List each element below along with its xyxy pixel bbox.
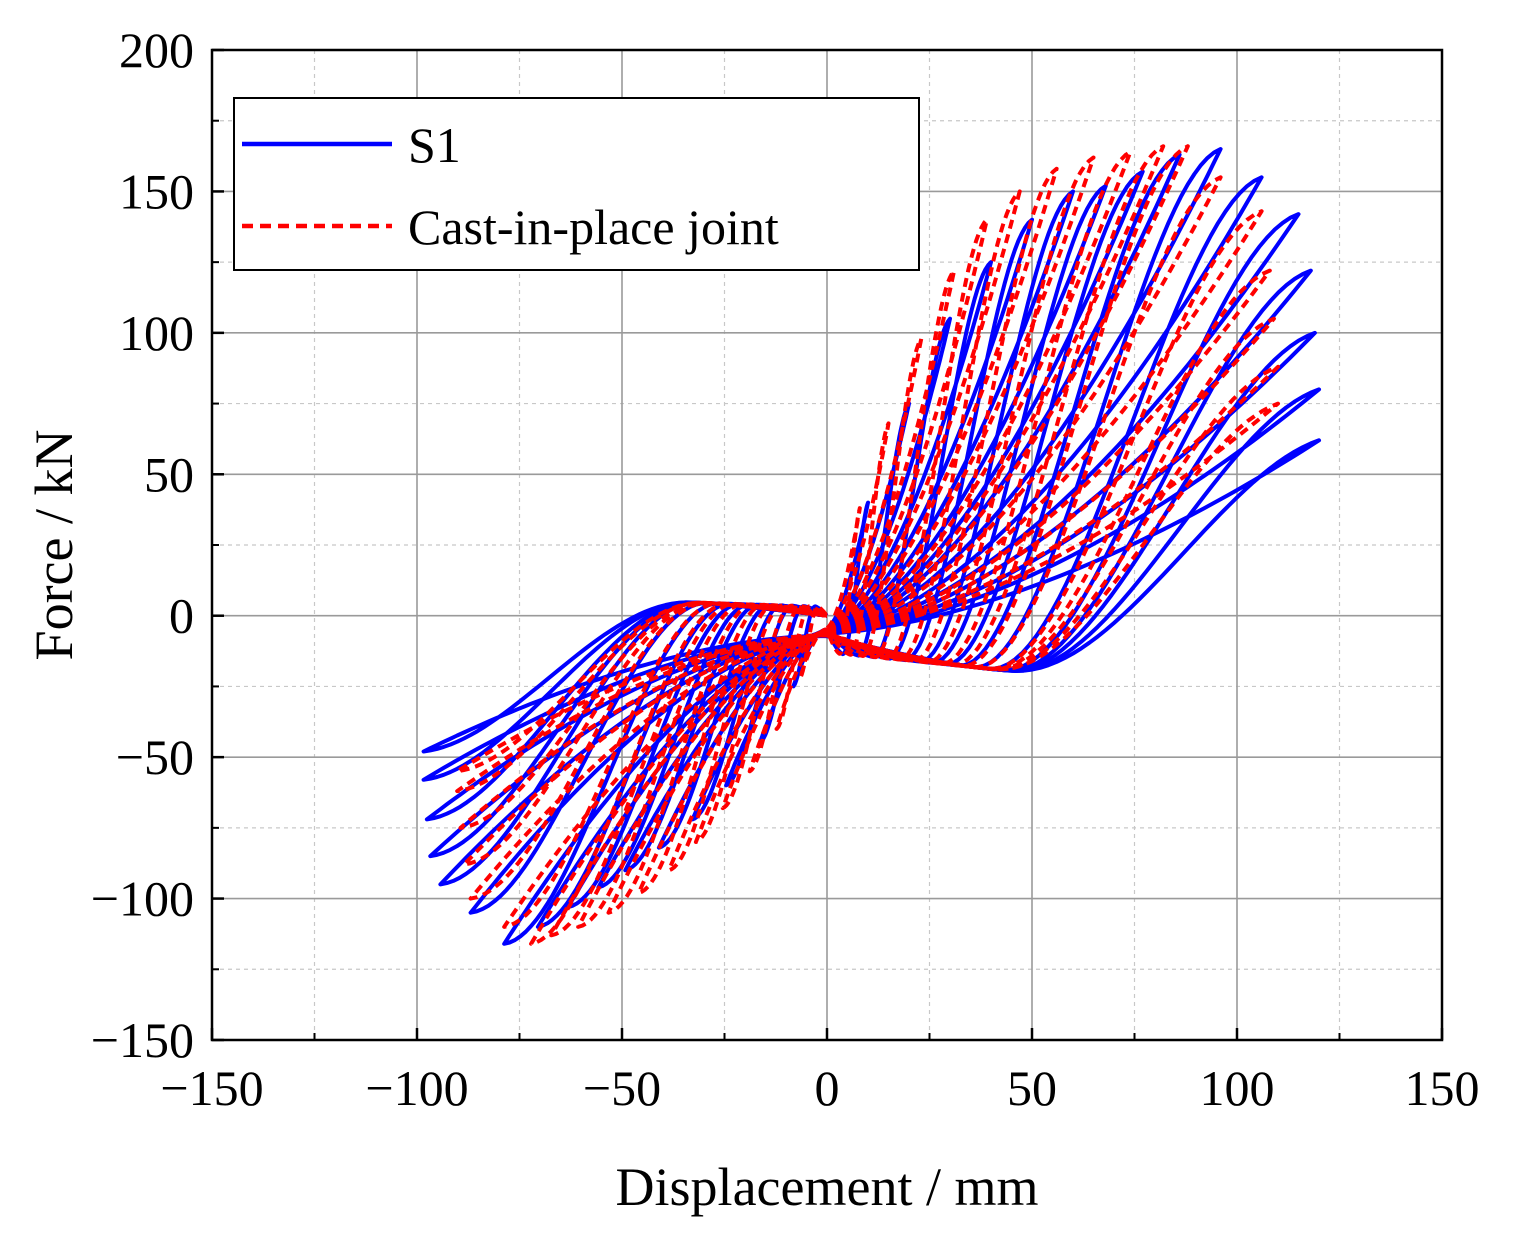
y-tick-label: 0 [169,588,194,644]
legend-box [233,97,920,271]
curves-layer [421,144,1321,946]
hysteresis-loop [455,401,1280,774]
legend: S1 Cast-in-place joint [233,97,920,271]
y-tick-label: −100 [91,871,194,927]
y-tick-label: 200 [119,22,194,78]
x-tick-label: 0 [815,1060,840,1116]
x-tick-label: −100 [365,1060,468,1116]
legend-label-cast-in-place: Cast-in-place joint [408,199,779,255]
y-axis-ticks: −150 −100 −50 0 50 100 150 200 [91,22,224,1068]
legend-label-s1: S1 [408,117,461,173]
x-tick-label: −50 [583,1060,661,1116]
y-tick-label: 50 [144,446,194,502]
series-cast-in-place-joint [455,144,1280,946]
y-tick-label: −50 [116,729,194,785]
x-tick-label: 50 [1007,1060,1057,1116]
y-tick-label: 150 [119,163,194,219]
y-tick-label: −150 [91,1012,194,1068]
hysteresis-loop [468,209,1264,901]
y-axis-title: Force / kN [24,430,84,661]
x-tick-label: 150 [1405,1060,1480,1116]
y-tick-label: 100 [119,305,194,361]
x-tick-label: −150 [160,1060,263,1116]
hysteresis-loop [636,166,1059,895]
x-axis-ticks: −150 −100 −50 0 50 100 150 [160,1028,1480,1116]
x-tick-label: 100 [1200,1060,1275,1116]
x-axis-title: Displacement / mm [616,1157,1039,1217]
hysteresis-loop [502,175,1223,929]
